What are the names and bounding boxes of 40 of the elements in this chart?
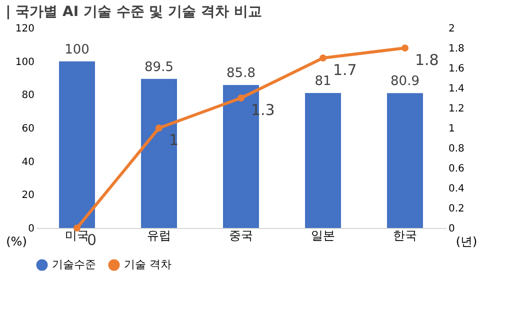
- x-tick-label: 미국: [65, 228, 89, 242]
- y-tick-label: 100: [15, 56, 34, 68]
- y-tick-label: 60: [22, 124, 34, 134]
- data-label: 81: [314, 74, 332, 89]
- y-tick-label: 0: [28, 224, 34, 234]
- point: [155, 124, 163, 132]
- y2-tick-label: 1.8: [448, 44, 464, 54]
- data-label: 1.8: [415, 51, 439, 69]
- y-tick-label: 120: [15, 24, 34, 34]
- x-tick-label: 유럽: [147, 228, 171, 242]
- y2-tick-label: 0.8: [448, 144, 464, 154]
- data-label: 85.8: [226, 66, 256, 81]
- point: [237, 94, 245, 102]
- y-tick-label: 40: [22, 156, 34, 168]
- data-label: 89.5: [144, 60, 174, 75]
- y2-axis-title: (년): [456, 234, 478, 248]
- y-axis-title: (%): [6, 234, 27, 248]
- y2-tick-label: 1.2: [448, 104, 464, 114]
- y2-tick-label: 1.6: [448, 64, 464, 74]
- point: [401, 44, 409, 52]
- y2-tick-label: 0: [448, 224, 455, 234]
- y2-tick-label: 2: [448, 24, 455, 34]
- y-tick-label: 20: [22, 190, 34, 202]
- y2-tick-label: 0.4: [448, 184, 464, 194]
- point: [319, 54, 327, 62]
- x-tick-label: 중국: [229, 228, 253, 242]
- data-label: 1.7: [333, 61, 357, 79]
- y2-tick-label: 1.4: [448, 84, 464, 94]
- x-tick-label: 일본: [311, 228, 335, 242]
- data-label: 100: [64, 42, 90, 58]
- legend-label: 기술 격차: [124, 258, 172, 271]
- y2-tick-label: 1: [448, 124, 455, 134]
- y2-tick-label: 0.6: [448, 164, 464, 174]
- x-tick-label: 한국: [393, 228, 417, 242]
- data-label: 80.9: [390, 74, 420, 90]
- y2-tick-label: 0.2: [448, 204, 464, 214]
- chart-title: | 국가별 AI 기술 수준 및 기술 격차 비교: [6, 4, 262, 20]
- legend-label: 기술수준: [52, 258, 96, 271]
- y-tick-label: 80: [22, 90, 34, 102]
- data-label: 0: [87, 231, 97, 249]
